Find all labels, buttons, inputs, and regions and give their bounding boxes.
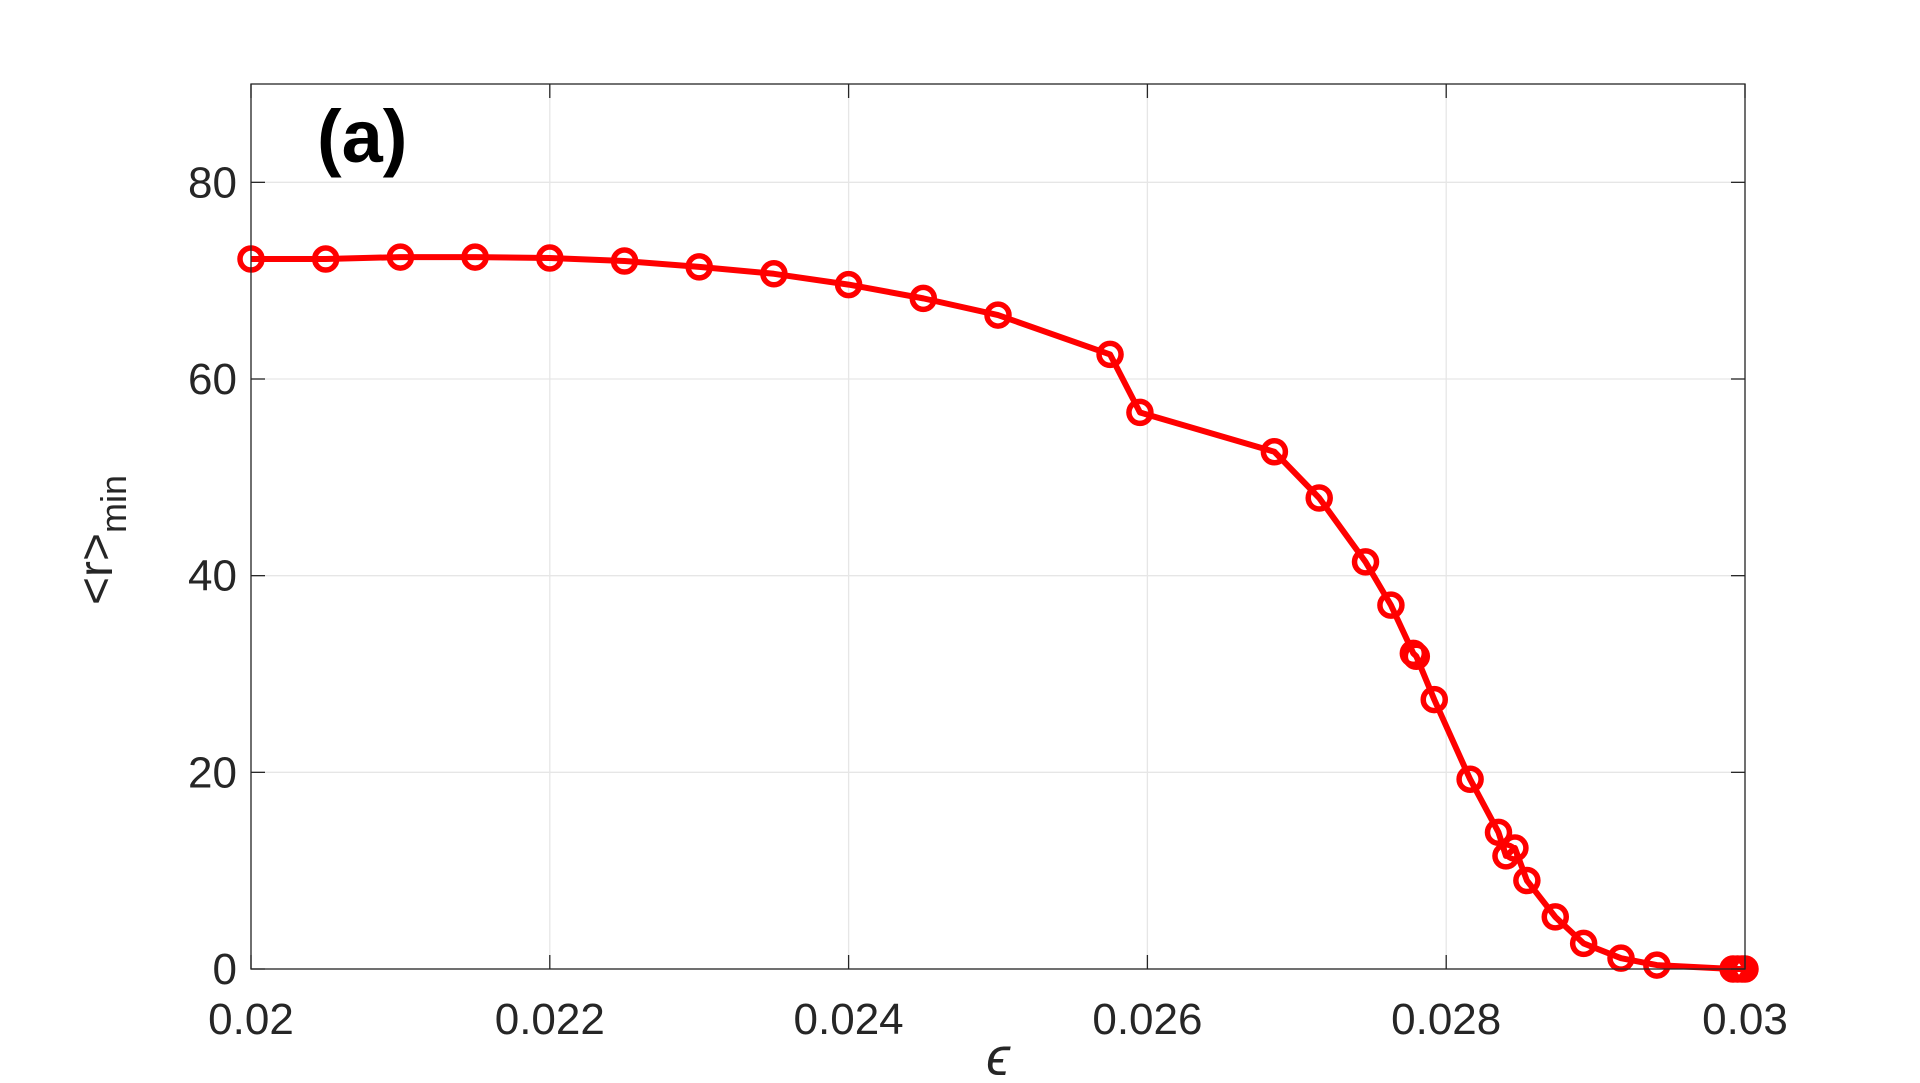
panel-label: (a) <box>317 95 407 178</box>
y-axis-label-subscript: min <box>93 475 134 533</box>
x-tick-label: 0.02 <box>208 995 294 1044</box>
y-tick-label: 80 <box>188 158 237 207</box>
data-point <box>1096 340 1124 369</box>
y-tick-label: 0 <box>213 945 237 994</box>
data-point <box>610 247 639 275</box>
y-tick-label: 40 <box>188 552 237 601</box>
x-tick-label: 0.028 <box>1391 995 1501 1044</box>
data-point <box>1541 903 1570 931</box>
axes-box <box>250 83 1746 970</box>
data-point <box>1456 765 1484 793</box>
x-tick-label: 0.026 <box>1092 995 1202 1044</box>
x-tick-label: 0.03 <box>1702 995 1788 1044</box>
data-point <box>1501 834 1529 862</box>
data-point <box>909 284 938 313</box>
data-point <box>386 243 415 271</box>
y-tick-label: 20 <box>188 748 237 797</box>
data-point <box>1351 548 1380 576</box>
y-axis-label-main: <r> <box>70 533 123 605</box>
y-tick-label: 60 <box>188 355 237 404</box>
data-point <box>1569 929 1598 958</box>
data-point <box>760 260 788 288</box>
data-point <box>1377 591 1405 619</box>
data-point <box>1305 484 1333 512</box>
data-point <box>1513 866 1541 895</box>
data-point <box>1260 438 1289 466</box>
data-point <box>1402 642 1431 671</box>
data-point <box>311 245 340 273</box>
data-point <box>536 244 564 272</box>
data-point <box>1126 398 1154 427</box>
data-point <box>1643 951 1671 979</box>
x-axis-label: ϵ <box>986 1027 1011 1083</box>
data-point <box>461 243 489 271</box>
data-point <box>834 270 863 299</box>
data-point <box>984 301 1012 329</box>
y-axis-label: <r>min <box>70 475 134 605</box>
x-tick-label: 0.022 <box>495 995 605 1044</box>
x-tick-label: 0.024 <box>794 995 904 1044</box>
marks <box>237 243 1759 983</box>
data-point <box>1484 818 1513 847</box>
data-point <box>1420 685 1448 714</box>
data-point <box>685 253 713 281</box>
